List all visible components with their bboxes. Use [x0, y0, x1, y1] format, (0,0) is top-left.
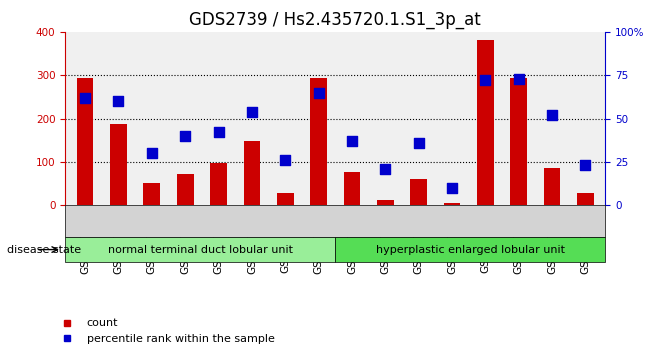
Bar — [410, 179, 427, 205]
Point — [380, 166, 391, 172]
Point — [547, 112, 557, 118]
Text: hyperplastic enlarged lobular unit: hyperplastic enlarged lobular unit — [376, 245, 565, 255]
Point — [347, 138, 357, 144]
Point — [146, 150, 157, 156]
Bar — [444, 203, 460, 205]
Bar — [143, 183, 160, 205]
Point — [280, 158, 290, 163]
Bar — [243, 141, 260, 205]
Point — [313, 90, 324, 96]
Bar — [377, 200, 394, 205]
Text: disease state: disease state — [7, 245, 81, 255]
Point — [413, 140, 424, 146]
Point — [480, 78, 491, 83]
Bar — [177, 174, 193, 205]
Point — [580, 162, 590, 168]
Bar — [77, 78, 94, 205]
Point — [214, 130, 224, 135]
Bar — [577, 193, 594, 205]
Bar — [311, 78, 327, 205]
Point — [514, 76, 524, 81]
Point — [447, 185, 457, 191]
Point — [113, 98, 124, 104]
Legend: count, percentile rank within the sample: count, percentile rank within the sample — [51, 314, 279, 348]
Bar — [210, 163, 227, 205]
Point — [80, 95, 90, 101]
Bar — [477, 40, 493, 205]
Bar — [544, 169, 561, 205]
Text: normal terminal duct lobular unit: normal terminal duct lobular unit — [107, 245, 293, 255]
Bar — [277, 193, 294, 205]
Bar — [110, 124, 127, 205]
Point — [180, 133, 190, 139]
Bar — [344, 172, 360, 205]
Point — [247, 109, 257, 114]
Bar — [510, 78, 527, 205]
Title: GDS2739 / Hs2.435720.1.S1_3p_at: GDS2739 / Hs2.435720.1.S1_3p_at — [189, 11, 481, 29]
